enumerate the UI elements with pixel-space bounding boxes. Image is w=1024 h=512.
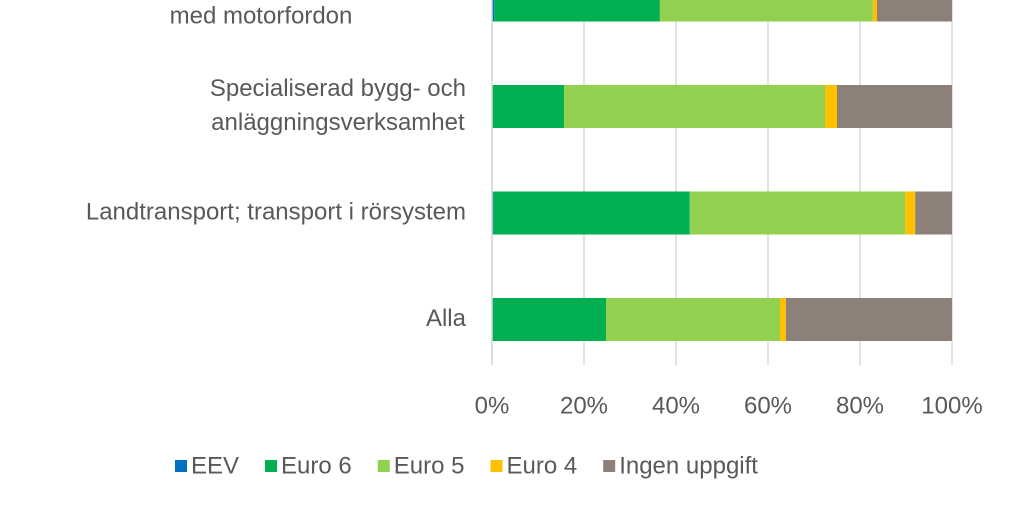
- x-tick-label: 20%: [560, 392, 608, 419]
- legend-swatch: [490, 460, 503, 472]
- bar-segment: [872, 0, 878, 22]
- x-tick-label: 40%: [652, 392, 700, 419]
- bar-segment: [564, 85, 826, 128]
- bar-segment: [492, 85, 565, 128]
- legend-swatch: [603, 460, 616, 472]
- legend-label: EEV: [191, 452, 239, 479]
- legend-label: Euro 6: [281, 452, 352, 479]
- bar-segment: [915, 191, 952, 235]
- bar-segment: [825, 85, 837, 128]
- category-label: med motorfordon: [170, 2, 353, 29]
- bar-segment: [492, 0, 495, 22]
- bar-segment: [493, 191, 690, 235]
- bar-segment: [659, 0, 873, 22]
- bar-segment: [492, 298, 607, 341]
- bar-segment: [494, 0, 660, 22]
- bar-segment: [779, 298, 786, 341]
- bar-segment: [689, 191, 906, 235]
- x-tick-label: 100%: [921, 392, 982, 419]
- legend-swatch: [175, 460, 187, 472]
- category-label: Specialiserad bygg- och: [210, 75, 466, 102]
- bar-segment: [877, 0, 952, 22]
- bar-segment: [785, 298, 952, 341]
- legend-label: Euro 4: [506, 452, 577, 479]
- x-tick-label: 80%: [836, 392, 884, 419]
- legend-label: Ingen uppgift: [619, 452, 758, 479]
- x-tick-label: 60%: [744, 392, 792, 419]
- legend-swatch: [265, 460, 278, 472]
- bar-segment: [905, 191, 916, 235]
- bar-segment: [606, 298, 780, 341]
- legend-swatch: [377, 460, 390, 472]
- category-label: Landtransport; transport i rörsystem: [86, 198, 466, 225]
- category-label: anläggningsverksamhet: [211, 109, 465, 136]
- x-tick-label: 0%: [475, 392, 510, 419]
- category-label: Alla: [426, 305, 467, 332]
- bar-segment: [837, 85, 952, 128]
- legend-label: Euro 5: [394, 452, 465, 479]
